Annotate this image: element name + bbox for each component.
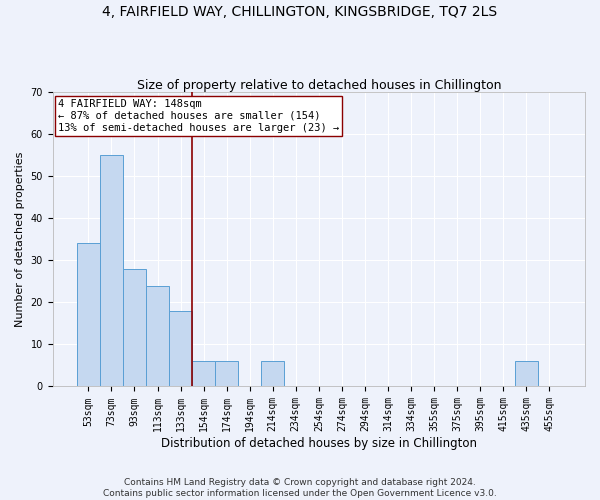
- Title: Size of property relative to detached houses in Chillington: Size of property relative to detached ho…: [137, 79, 501, 92]
- Bar: [123, 268, 146, 386]
- Bar: [77, 244, 100, 386]
- Bar: [261, 361, 284, 386]
- Bar: [215, 361, 238, 386]
- Y-axis label: Number of detached properties: Number of detached properties: [15, 152, 25, 327]
- Text: 4, FAIRFIELD WAY, CHILLINGTON, KINGSBRIDGE, TQ7 2LS: 4, FAIRFIELD WAY, CHILLINGTON, KINGSBRID…: [103, 5, 497, 19]
- Text: Contains HM Land Registry data © Crown copyright and database right 2024.
Contai: Contains HM Land Registry data © Crown c…: [103, 478, 497, 498]
- Bar: [192, 361, 215, 386]
- Bar: [515, 361, 538, 386]
- Text: 4 FAIRFIELD WAY: 148sqm
← 87% of detached houses are smaller (154)
13% of semi-d: 4 FAIRFIELD WAY: 148sqm ← 87% of detache…: [58, 100, 339, 132]
- Bar: [169, 311, 192, 386]
- Bar: [100, 155, 123, 386]
- Bar: [146, 286, 169, 386]
- X-axis label: Distribution of detached houses by size in Chillington: Distribution of detached houses by size …: [161, 437, 477, 450]
